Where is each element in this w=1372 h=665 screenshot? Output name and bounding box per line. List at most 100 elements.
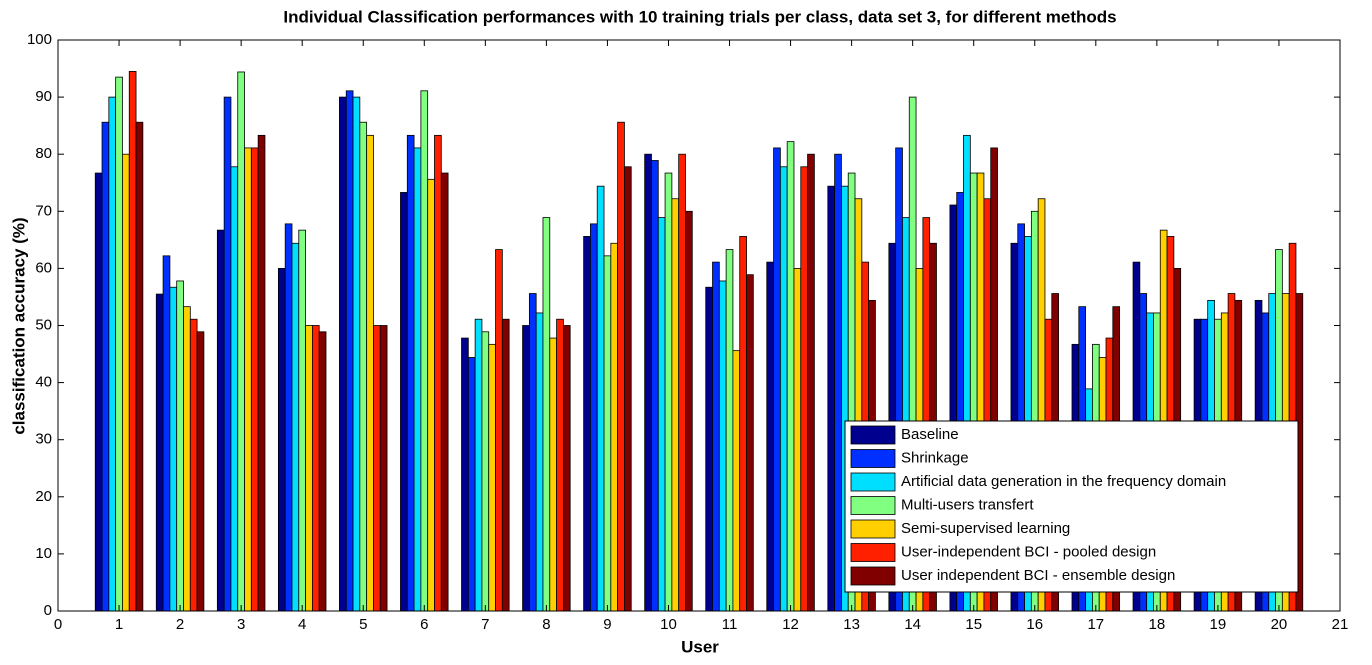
x-tick-label: 13 <box>843 616 860 633</box>
x-tick-label: 14 <box>904 616 921 633</box>
bar <box>664 172 673 612</box>
bar <box>474 318 483 612</box>
bar <box>786 141 795 612</box>
bar <box>542 217 551 612</box>
legend-swatch <box>850 449 896 468</box>
x-tick-label: 11 <box>722 616 738 633</box>
bar <box>366 134 374 612</box>
y-tick-label: 70 <box>35 202 52 219</box>
bar <box>562 325 571 612</box>
bar <box>481 331 490 612</box>
bar <box>678 153 686 612</box>
bar <box>427 178 435 612</box>
x-tick-label: 3 <box>237 616 245 633</box>
legend-swatch <box>850 425 896 445</box>
y-axis-label: classification accuracy (%) <box>9 217 28 434</box>
legend-box <box>844 420 1299 593</box>
bar <box>189 318 198 612</box>
y-tick-label: 40 <box>35 374 52 391</box>
y-tick-label: 100 <box>27 31 52 48</box>
bar <box>250 147 259 612</box>
bar <box>732 350 741 612</box>
bar <box>379 325 388 612</box>
bar <box>739 236 747 612</box>
bar <box>583 236 591 612</box>
bar <box>535 312 544 612</box>
bar <box>413 147 422 612</box>
y-tick-label: 90 <box>35 88 52 105</box>
bar <box>685 210 693 612</box>
bar <box>556 318 564 612</box>
bar <box>359 121 368 612</box>
bar <box>284 223 293 612</box>
legend-label: Baseline <box>901 426 959 443</box>
x-tick-label: 8 <box>542 616 550 633</box>
bar <box>712 261 720 612</box>
bar <box>169 286 178 612</box>
bar <box>298 229 306 612</box>
y-tick-label: 80 <box>35 145 52 162</box>
bar <box>339 96 347 612</box>
x-tick-label: 1 <box>115 616 123 633</box>
bar <box>318 331 327 612</box>
x-axis-label: User <box>681 637 719 656</box>
x-tick-label: 2 <box>176 616 184 633</box>
legend-label: Multi-users transfert <box>901 496 1034 513</box>
bar <box>230 166 239 612</box>
bar <box>155 293 164 612</box>
y-tick-label: 50 <box>35 316 52 333</box>
bar <box>135 121 144 612</box>
bar <box>746 274 754 612</box>
legend-swatch <box>850 472 896 492</box>
bar <box>522 325 530 612</box>
x-tick-label: 6 <box>420 616 428 633</box>
bar <box>834 153 842 612</box>
legend-label: Shrinkage <box>901 449 969 466</box>
bar <box>162 255 171 612</box>
bar <box>420 90 429 612</box>
bar <box>501 318 510 612</box>
bar <box>807 153 815 612</box>
bar <box>101 121 110 612</box>
bar <box>400 192 408 612</box>
bar <box>488 343 496 612</box>
legend-swatch <box>850 496 896 515</box>
bar <box>244 147 252 612</box>
x-tick-label: 16 <box>1026 616 1043 633</box>
x-tick-label: 9 <box>603 616 611 633</box>
bar <box>305 325 313 612</box>
x-tick-label: 12 <box>782 616 799 633</box>
bar <box>624 166 632 612</box>
bar <box>718 280 727 612</box>
bar <box>779 166 788 612</box>
bar <box>603 255 612 612</box>
bar <box>440 172 449 612</box>
bar <box>277 267 286 612</box>
bar <box>610 242 619 612</box>
bar <box>94 172 103 612</box>
x-tick-label: 18 <box>1149 616 1166 633</box>
x-tick-label: 10 <box>660 616 677 633</box>
bar <box>467 357 476 612</box>
legend: Baseline Shrinkage Artificial data generat… <box>844 420 1299 593</box>
bar <box>793 267 802 612</box>
bar <box>373 325 381 612</box>
chart-title: Individual Classification performances w… <box>283 7 1116 26</box>
bar <box>617 121 625 612</box>
bar <box>528 293 537 612</box>
y-tick-label: 60 <box>35 259 52 276</box>
bar <box>128 71 137 612</box>
bar <box>596 185 605 612</box>
y-tick-label: 0 <box>44 602 52 619</box>
x-tick-label: 5 <box>359 616 367 633</box>
legend-label: Semi-supervised learning <box>901 520 1070 537</box>
x-tick-label: 7 <box>481 616 489 633</box>
bar <box>257 134 266 612</box>
bar <box>434 134 442 612</box>
bar <box>237 71 245 612</box>
x-tick-label: 15 <box>965 616 982 633</box>
bar <box>183 306 191 612</box>
y-tick-label: 30 <box>35 431 52 448</box>
bar <box>590 223 598 612</box>
